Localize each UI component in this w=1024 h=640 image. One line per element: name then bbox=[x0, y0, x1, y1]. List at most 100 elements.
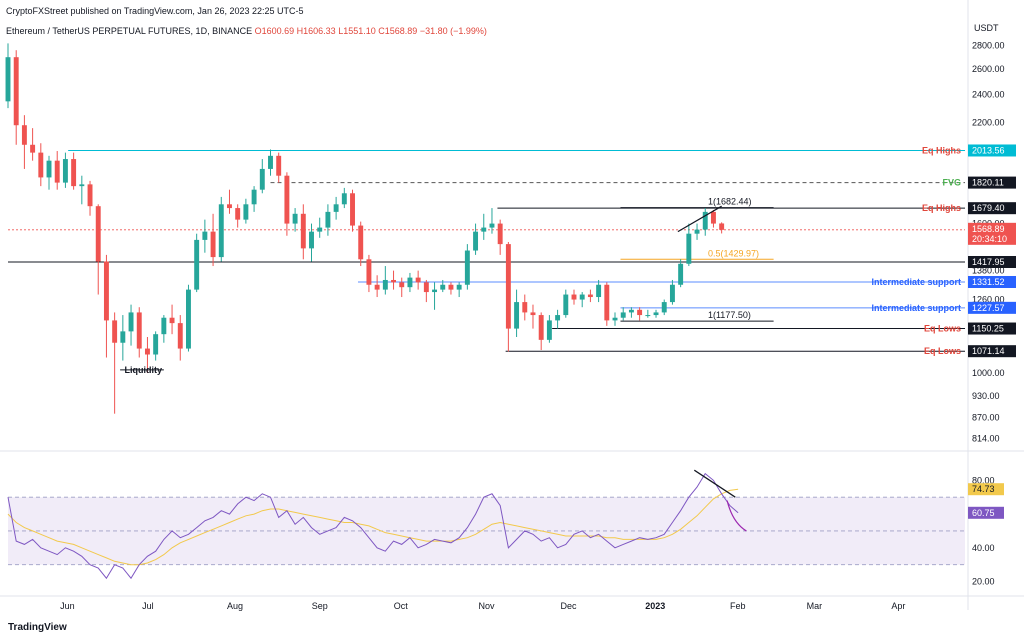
time-tick-label: Jun bbox=[60, 601, 75, 611]
candle-body bbox=[227, 204, 232, 209]
candle-body bbox=[46, 160, 52, 178]
candle-body bbox=[505, 244, 511, 329]
candle-body bbox=[628, 309, 634, 313]
price-tick-label: 2800.00 bbox=[972, 41, 1005, 51]
level-price-tag bbox=[968, 345, 1016, 358]
level-name-label: Eq Lows bbox=[924, 346, 961, 356]
level-price-tag bbox=[968, 255, 1016, 268]
liquidity-label: Liquidity bbox=[125, 365, 163, 375]
level-name-label: Eq Lows bbox=[924, 324, 961, 334]
level-price-tag bbox=[968, 202, 1016, 215]
candle-body bbox=[530, 312, 536, 316]
candle-body bbox=[13, 57, 19, 126]
candle-body bbox=[38, 152, 44, 178]
rsi-tick-label: 40.00 bbox=[972, 543, 995, 553]
candle-body bbox=[309, 231, 314, 249]
candle-body bbox=[333, 204, 339, 212]
candle-body bbox=[514, 302, 520, 329]
rsi-ma-tag bbox=[968, 483, 1004, 496]
candle-body bbox=[218, 204, 224, 258]
candle-body bbox=[481, 227, 487, 232]
candle-body bbox=[251, 189, 257, 205]
candle-body bbox=[366, 259, 372, 285]
candle-body bbox=[710, 211, 716, 224]
candle-body bbox=[194, 239, 200, 290]
candle-body bbox=[79, 184, 85, 187]
level-price-label: 1227.57 bbox=[972, 303, 1005, 313]
candle-body bbox=[161, 317, 167, 335]
level-price-tag bbox=[968, 322, 1016, 335]
candle-body bbox=[87, 184, 93, 207]
candle-body bbox=[325, 211, 331, 228]
candle-body bbox=[284, 175, 290, 224]
level-price-label: 1820.11 bbox=[972, 178, 1004, 188]
price-tick-label: 2200.00 bbox=[972, 117, 1005, 127]
trend-arrow-price bbox=[677, 205, 722, 233]
candle-body bbox=[694, 229, 700, 234]
candle-body bbox=[374, 284, 380, 290]
candle-body bbox=[112, 320, 118, 343]
candle-body bbox=[120, 331, 126, 343]
level-price-tag bbox=[968, 301, 1016, 314]
ohlc-open: O1600.69 bbox=[254, 26, 295, 36]
level-price-tag bbox=[968, 176, 1016, 189]
candle-body bbox=[571, 294, 577, 300]
ohlc-change: −31.80 (−1.99%) bbox=[419, 26, 487, 36]
time-tick-label: Dec bbox=[561, 601, 578, 611]
published-caption: CryptoFXStreet published on TradingView.… bbox=[6, 6, 304, 16]
rsi-line bbox=[7, 472, 739, 580]
candle-body bbox=[177, 323, 183, 349]
candle-body bbox=[71, 159, 77, 187]
rsi-ma-line bbox=[7, 488, 739, 566]
level-price-label: 1150.25 bbox=[972, 324, 1004, 334]
candle-body bbox=[719, 223, 725, 230]
candle-body bbox=[358, 225, 364, 260]
candle-body bbox=[103, 261, 109, 321]
level-name-label: FVG bbox=[942, 178, 961, 188]
candle-body bbox=[62, 159, 68, 183]
candle-body bbox=[128, 312, 134, 332]
level-name-label: Eq Highs bbox=[922, 203, 961, 213]
level-price-label: 1071.14 bbox=[972, 346, 1005, 356]
level-price-label: 1417.95 bbox=[972, 257, 1005, 267]
level-price-tag bbox=[968, 144, 1016, 157]
rsi-divergence-arrow bbox=[693, 469, 736, 498]
level-price-label: 1679.40 bbox=[972, 203, 1005, 213]
level-name-label: Intermediate support bbox=[871, 303, 961, 313]
price-axis-unit: USDT bbox=[974, 23, 999, 33]
candle-body bbox=[276, 155, 282, 176]
brand-name: TradingView bbox=[8, 622, 67, 633]
candle-body bbox=[604, 284, 610, 321]
candle-body bbox=[612, 317, 618, 321]
candle-body bbox=[489, 223, 495, 228]
candle-body bbox=[399, 282, 405, 288]
candle-body bbox=[669, 284, 675, 303]
level-price-tag bbox=[968, 275, 1016, 288]
level-name-label: Intermediate support bbox=[871, 277, 961, 287]
candle-body bbox=[587, 294, 593, 298]
candle-body bbox=[136, 312, 142, 349]
rsi-tick-label: 80.00 bbox=[972, 475, 995, 485]
candle-body bbox=[423, 282, 429, 293]
level-name-label: Eq Highs bbox=[922, 145, 961, 155]
time-tick-label: Aug bbox=[227, 601, 243, 611]
time-tick-label: Jul bbox=[142, 601, 154, 611]
candle-body bbox=[292, 213, 298, 224]
symbol-title[interactable]: Ethereum / TetherUS PERPETUAL FUTURES, 1… bbox=[6, 26, 253, 36]
level-price-label: 2013.56 bbox=[972, 145, 1005, 155]
time-tick-label: Mar bbox=[807, 601, 823, 611]
fib-level-label: 1(1682.44) bbox=[708, 197, 752, 207]
time-tick-label: 2023 bbox=[645, 601, 665, 611]
candle-body bbox=[661, 302, 667, 313]
price-tick-label: 1380.00 bbox=[972, 266, 1005, 276]
ohlc-close: C1568.89 bbox=[378, 26, 418, 36]
candle-body bbox=[538, 315, 544, 340]
price-tick-label: 2400.00 bbox=[972, 90, 1005, 100]
current-price-tag bbox=[968, 222, 1016, 245]
rsi-value-label: 60.75 bbox=[972, 508, 995, 518]
candle-body bbox=[268, 155, 273, 169]
price-tick-label: 814.00 bbox=[972, 433, 1000, 443]
candle-body bbox=[702, 211, 708, 230]
candle-body bbox=[440, 284, 446, 290]
